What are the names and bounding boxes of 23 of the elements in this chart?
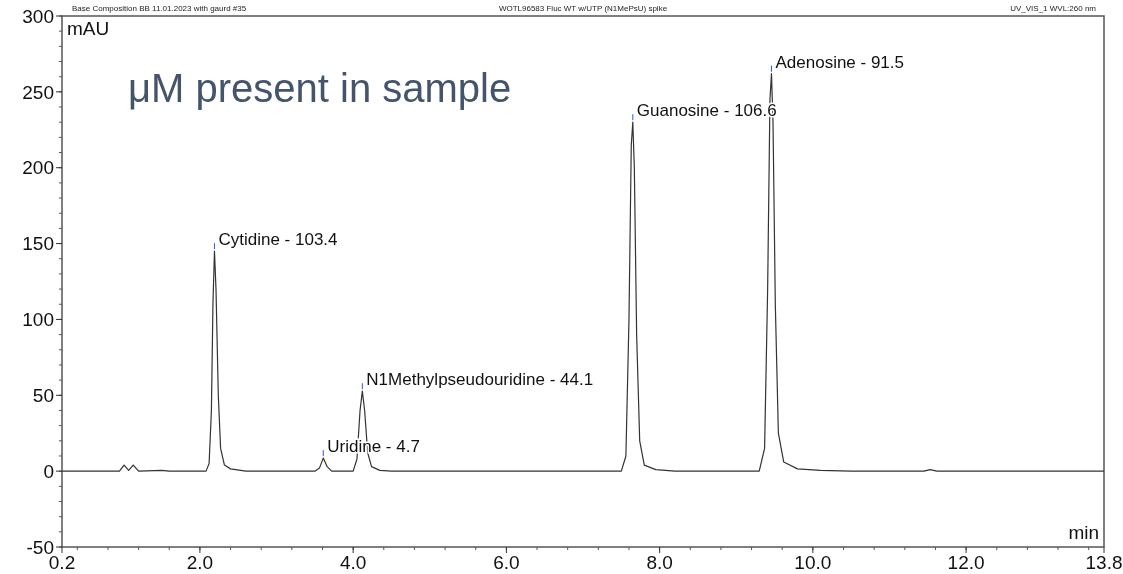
x-tick-label: 4.0 [339,552,367,573]
x-tick-label: 6.0 [493,552,520,573]
x-tick-label: 2.0 [186,552,214,573]
y-axis-title: mAU [67,18,110,39]
x-tick-label: 12.0 [947,552,985,573]
x-tick-label: 10.0 [794,552,832,573]
annotation: Cytidine - 103.4 [218,230,338,250]
y-tick-label: 150 [22,233,54,255]
x-tick-label: 13.8 [1085,552,1123,573]
annotation: N1Methylpseudouridine - 44.1 [366,370,594,390]
y-tick-label: 100 [22,309,54,331]
text: Base Composition BB 11.01.2023 with gaurd #35 [72,4,247,13]
x-tick-label: 8.0 [646,552,673,573]
y-tick-label: 300 [22,5,54,27]
y-tick-label: 50 [32,384,54,406]
y-tick-label: 200 [22,157,54,179]
x-axis-title: min [1068,522,1099,543]
text: UV_VIS_1 WVL:260 nm [1010,4,1097,13]
chart-subtitle: WOTL96583 Fluc WT w/UTP (N1MePsU) spike [498,4,668,13]
y-tick-label: 250 [22,81,54,103]
y-tick-label: 0 [43,460,54,482]
annotation: Adenosine - 91.5 [775,52,905,72]
text: μM present in sample [128,66,512,110]
